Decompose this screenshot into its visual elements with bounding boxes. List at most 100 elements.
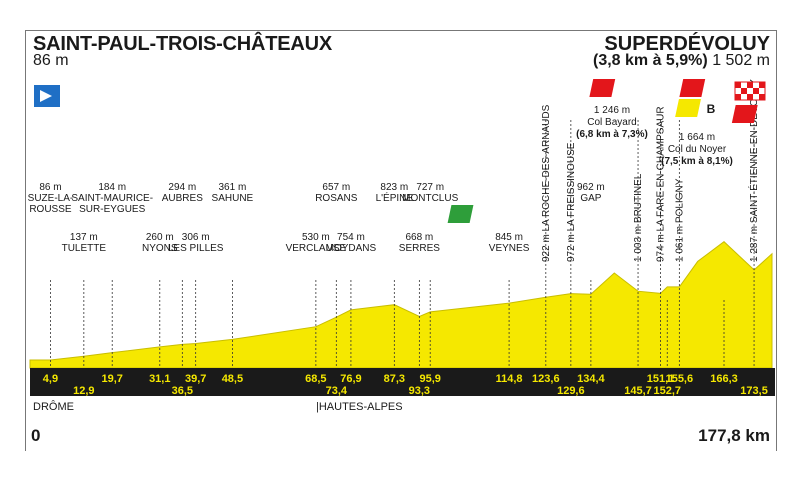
finish-flag-cell [741,82,747,88]
km-label: 155,6 [666,373,694,385]
finish-flag-cell [759,88,765,94]
climb-name: Col Bayard [587,117,636,128]
vertical-place-label: 1 287 m SAINT-ÉTIENNE-EN-DÉVOLUY [747,79,760,262]
place-name: AUBRES [162,193,203,204]
km-strip [30,368,775,396]
profile-frame [25,30,777,451]
finish-flag-cell [753,88,759,94]
place-altitude: 86 m [39,182,61,193]
bonus-icon: B [675,99,716,117]
finish-flag-cell [753,82,759,88]
cat2-climb-icon-label: 2 [618,82,625,96]
cat3-climb-icon-label: 3 [766,108,773,122]
place-altitude: 657 m [322,182,350,193]
place-name: LES PILLES [168,243,224,254]
km-label: 19,7 [102,373,123,385]
km-label: 123,6 [532,373,560,385]
km-label: 152,7 [653,385,681,397]
place-altitude: 137 m [70,232,98,243]
km-label: 73,4 [326,385,348,397]
elevation-profile-area [29,241,773,369]
km-label: 39,7 [185,373,206,385]
climb-altitude: 1 246 m [594,105,630,116]
place-name: MOYDANS [326,243,377,254]
sprint-icon-label: S [502,208,510,222]
place-name: SAINT-MAURICE- [71,193,153,204]
place-altitude: 754 m [337,232,365,243]
sprint-icon: S [447,205,510,223]
km-label: 145,7 [624,385,652,397]
place-altitude: 845 m [495,232,523,243]
start-flag-icon [34,85,60,107]
km-label: 166,3 [710,373,738,385]
region-drome: DRÔME [33,401,74,413]
place-name: VEYNES [489,243,530,254]
place-altitude: 294 m [168,182,196,193]
vertical-place-label: 974 m LA FARE-EN-CHAMPSAUR [656,106,667,262]
climb-altitude: 1 664 m [679,132,715,143]
finish-flag-cell [753,94,759,100]
finish-flag-cell [735,82,741,88]
finish-climb-detail: (3,8 km à 5,9%) [593,52,708,69]
km-label: 134,4 [577,373,605,385]
km-label: 151,1 [647,373,675,385]
place-name: TULETTE [62,243,107,254]
bonus-icon-label: B [707,102,716,116]
frame-gap [30,431,775,451]
km-label: 87,3 [384,373,405,385]
finish-subtitle: (3,8 km à 5,9%) 1 502 m [593,52,770,70]
km-label: 114,8 [496,373,523,385]
climb-name: Col du Noyer [668,144,727,155]
place-name: SAHUNE [212,193,254,204]
checkered-finish-icon [734,81,766,101]
place-altitude: 668 m [405,232,433,243]
finish-flag-border [734,81,766,101]
climb-detail: (7,5 km à 8,1%) [661,156,733,167]
finish-flag-cell [759,94,765,100]
place-altitude: 260 m [146,232,174,243]
start-town-name: SAINT-PAUL-TROIS-CHÂTEAUX [33,33,333,55]
finish-town-name: SUPERDÉVOLUY [604,33,770,55]
vertical-place-label: 922 m LA ROCHE-DES-ARNAUDS [541,104,552,262]
place-name: VERCLAUSE [286,243,347,254]
place-altitude: 823 m [380,182,408,193]
place-altitude: 361 m [219,182,247,193]
place-name: SERRES [399,243,440,254]
finish-flag-cell [747,94,753,100]
place-altitude: 962 m [577,182,605,193]
cat2-climb-icon-shape [589,79,616,97]
cat1-climb-icon-shape [679,79,706,97]
place-name: L'ÉPINE [376,191,414,204]
km-label: 76,9 [340,373,361,385]
km-label: 31,1 [149,373,170,385]
vertical-place-label: 1 061 m POLIGNY [674,178,685,262]
finish-flag-cell [759,82,765,88]
climb-detail: (6,8 km à 7,3%) [576,129,648,140]
place-name: ROSANS [315,193,358,204]
place-altitude: 727 m [416,182,444,193]
cat3-climb-icon-shape [731,105,758,123]
start-flag-arrow [40,90,52,102]
place-altitude: 530 m [302,232,330,243]
place-altitude: 306 m [182,232,210,243]
cat3-climb-icon: 3 [731,105,773,123]
finish-flag-cell [735,94,741,100]
sprint-icon-shape [447,205,474,223]
cat1-climb-icon-label: 1 [708,82,715,96]
distance-start: 0 [31,426,41,445]
km-label: 93,3 [409,385,430,397]
finish-flag-cell [747,88,753,94]
start-altitude: 86 m [33,52,69,69]
cat1-climb-icon: 1 [679,79,715,97]
km-label: 129,6 [557,385,585,397]
place-altitude: 184 m [98,182,126,193]
finish-flag-cell [741,88,747,94]
km-label: 48,5 [222,373,243,385]
bonus-icon-shape [675,99,701,117]
km-label: 12,9 [73,385,94,397]
place-name: SUR-EYGUES [79,204,145,215]
cat2-climb-icon: 2 [589,79,625,97]
place-name: GAP [580,193,601,204]
